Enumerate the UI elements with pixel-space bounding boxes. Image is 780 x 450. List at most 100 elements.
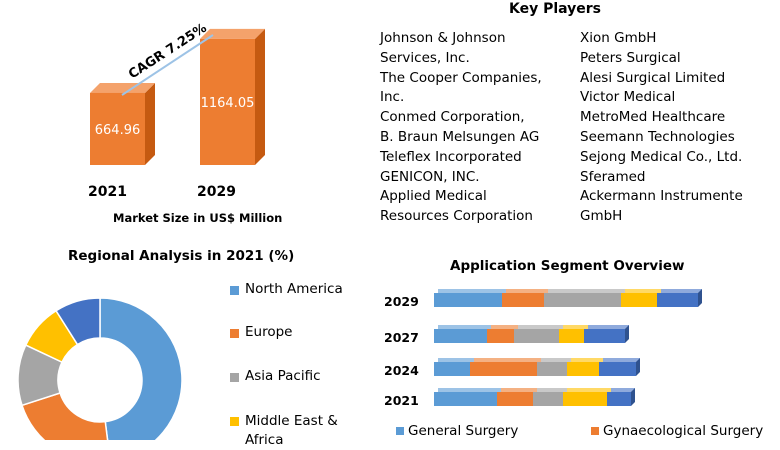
key-player-item: Seemann Technologies — [580, 128, 735, 145]
app-bar-segment-gastrointestinal-surgery — [563, 392, 607, 406]
app-bar-segment-top — [518, 325, 563, 329]
legend-label: General Surgery — [408, 423, 519, 439]
legend-north-america: North America — [230, 281, 343, 297]
legend-middle-east-africa: Middle East & Africa — [230, 412, 338, 450]
key-player-item: GENICON, INC. — [380, 168, 480, 185]
market-bar-top — [200, 28, 265, 39]
app-legend-gynaecological-surgery: Gynaecological Surgery — [591, 423, 763, 439]
legend-swatch-icon — [230, 286, 239, 295]
app-bar-end — [625, 325, 629, 343]
app-bar-end — [698, 289, 702, 307]
key-player-item: Conmed Corporation, — [380, 109, 525, 126]
key-players-left-column: Johnson & Johnson Services, Inc. The Coope… — [380, 29, 542, 227]
app-bar-segment-top — [661, 289, 702, 293]
legend-asia-pacific: Asia Pacific — [230, 368, 321, 384]
key-player-item: Victor Medical — [580, 89, 676, 106]
app-bar-end — [631, 388, 635, 406]
app-category-label: 2029 — [384, 294, 419, 309]
app-bar-segment-gynaecological-surgery — [502, 293, 544, 307]
market-bar-side — [255, 28, 265, 166]
market-bar-2021 — [90, 92, 145, 165]
cagr-label: CAGR 7.25% — [126, 21, 210, 83]
legend-label: North America — [245, 281, 343, 297]
app-bar-segment-top — [491, 325, 518, 329]
key-player-item: Alesi Surgical Limited — [580, 69, 726, 86]
app-bar-segment-gynaecological-surgery — [497, 392, 533, 406]
app-bar-segment-gynaecological-surgery — [470, 362, 537, 376]
app-category-label: 2021 — [384, 393, 419, 408]
app-bar-segment-others — [607, 392, 631, 406]
app-bar-segment-top — [438, 289, 506, 293]
legend-label: Africa — [245, 432, 284, 448]
regional-analysis-title: Regional Analysis in 2021 (%) — [68, 248, 295, 264]
app-bar-segment-general-surgery — [434, 392, 497, 406]
app-bar-segment-urological-surgery — [537, 362, 567, 376]
app-bar-segment-others — [599, 362, 636, 376]
legend-label: Europe — [245, 324, 293, 340]
app-bar-segment-top — [506, 289, 548, 293]
legend-label: Middle East & — [245, 413, 338, 429]
app-bar-segment-top — [438, 325, 491, 329]
app-legend-general-surgery: General Surgery — [396, 423, 518, 439]
app-bar-segment-top — [625, 289, 661, 293]
key-player-item: Peters Surgical — [580, 49, 681, 66]
donut-slice-south-america — [55, 297, 101, 346]
app-bar-segment-gastrointestinal-surgery — [621, 293, 657, 307]
app-bar-segment-top — [588, 325, 629, 329]
key-player-item: Teleflex Incorporated — [380, 148, 522, 165]
legend-swatch-icon — [591, 427, 599, 435]
app-bar-end — [636, 358, 640, 376]
app-bar-segment-top — [537, 388, 567, 392]
key-players-right-column: Xion GmbH Peters Surgical Alesi Surgical L… — [580, 29, 743, 227]
key-player-item: Xion GmbH — [580, 30, 657, 46]
market-bar-top — [90, 82, 155, 93]
donut-slice-europe — [21, 392, 109, 440]
app-bar-segment-general-surgery — [434, 293, 502, 307]
year-label-2021: 2021 — [88, 184, 127, 200]
app-bar-segment-top — [438, 358, 474, 362]
app-bar-segment-top — [563, 325, 588, 329]
key-player-item: Sferamed — [580, 168, 646, 185]
key-player-item: Resources Corporation — [380, 208, 533, 225]
app-bar-segment-others — [657, 293, 698, 307]
key-player-item: Johnson & Johnson — [380, 30, 506, 46]
regional-donut-chart — [17, 297, 183, 440]
legend-label: Gynaecological Surgery — [603, 423, 764, 439]
key-player-item: Services, Inc. — [380, 49, 470, 66]
legend-swatch-icon — [230, 417, 239, 426]
key-player-item: The Cooper Companies, — [380, 69, 542, 86]
legend-swatch-icon — [230, 329, 239, 338]
key-player-item: MetroMed Healthcare — [580, 109, 726, 126]
market-size-chart: 664.96 1164.05 CAGR 7.25% — [90, 21, 265, 166]
key-player-item: Inc. — [380, 89, 405, 106]
key-player-item: Ackermann Instrumente — [580, 188, 743, 205]
app-bar-segment-gynaecological-surgery — [487, 329, 514, 343]
application-segment-chart: 2029 2027 2024 2021 — [384, 289, 702, 408]
market-bar-value-label: 1164.05 — [201, 96, 255, 111]
key-player-item: Sejong Medical Co., Ltd. — [580, 148, 743, 165]
market-size-caption: Market Size in US$ Million — [113, 211, 283, 225]
key-player-item: Applied Medical — [380, 188, 487, 205]
key-players-title: Key Players — [508, 1, 602, 17]
app-bar-segment-top — [548, 289, 625, 293]
donut-slice-north-america — [99, 297, 183, 440]
app-bar-segment-general-surgery — [434, 362, 470, 376]
app-bar-segment-urological-surgery — [544, 293, 621, 307]
legend-swatch-icon — [230, 373, 239, 382]
app-bar-segment-top — [501, 388, 537, 392]
app-category-label: 2024 — [384, 363, 419, 378]
key-player-item: B. Braun Melsungen AG — [380, 128, 540, 145]
key-player-item: GmbH — [580, 208, 623, 225]
app-bar-segment-general-surgery — [434, 329, 487, 343]
app-bar-segment-urological-surgery — [533, 392, 563, 406]
app-bar-segment-others — [584, 329, 625, 343]
legend-label: Asia Pacific — [245, 368, 321, 384]
application-segment-title: Application Segment Overview — [450, 258, 685, 274]
app-bar-segment-top — [571, 358, 603, 362]
app-bar-segment-top — [567, 388, 611, 392]
app-bar-segment-urological-surgery — [514, 329, 559, 343]
app-bar-segment-gastrointestinal-surgery — [559, 329, 584, 343]
app-bar-segment-gastrointestinal-surgery — [567, 362, 599, 376]
cagr-line — [121, 34, 214, 96]
legend-swatch-icon — [396, 427, 404, 435]
